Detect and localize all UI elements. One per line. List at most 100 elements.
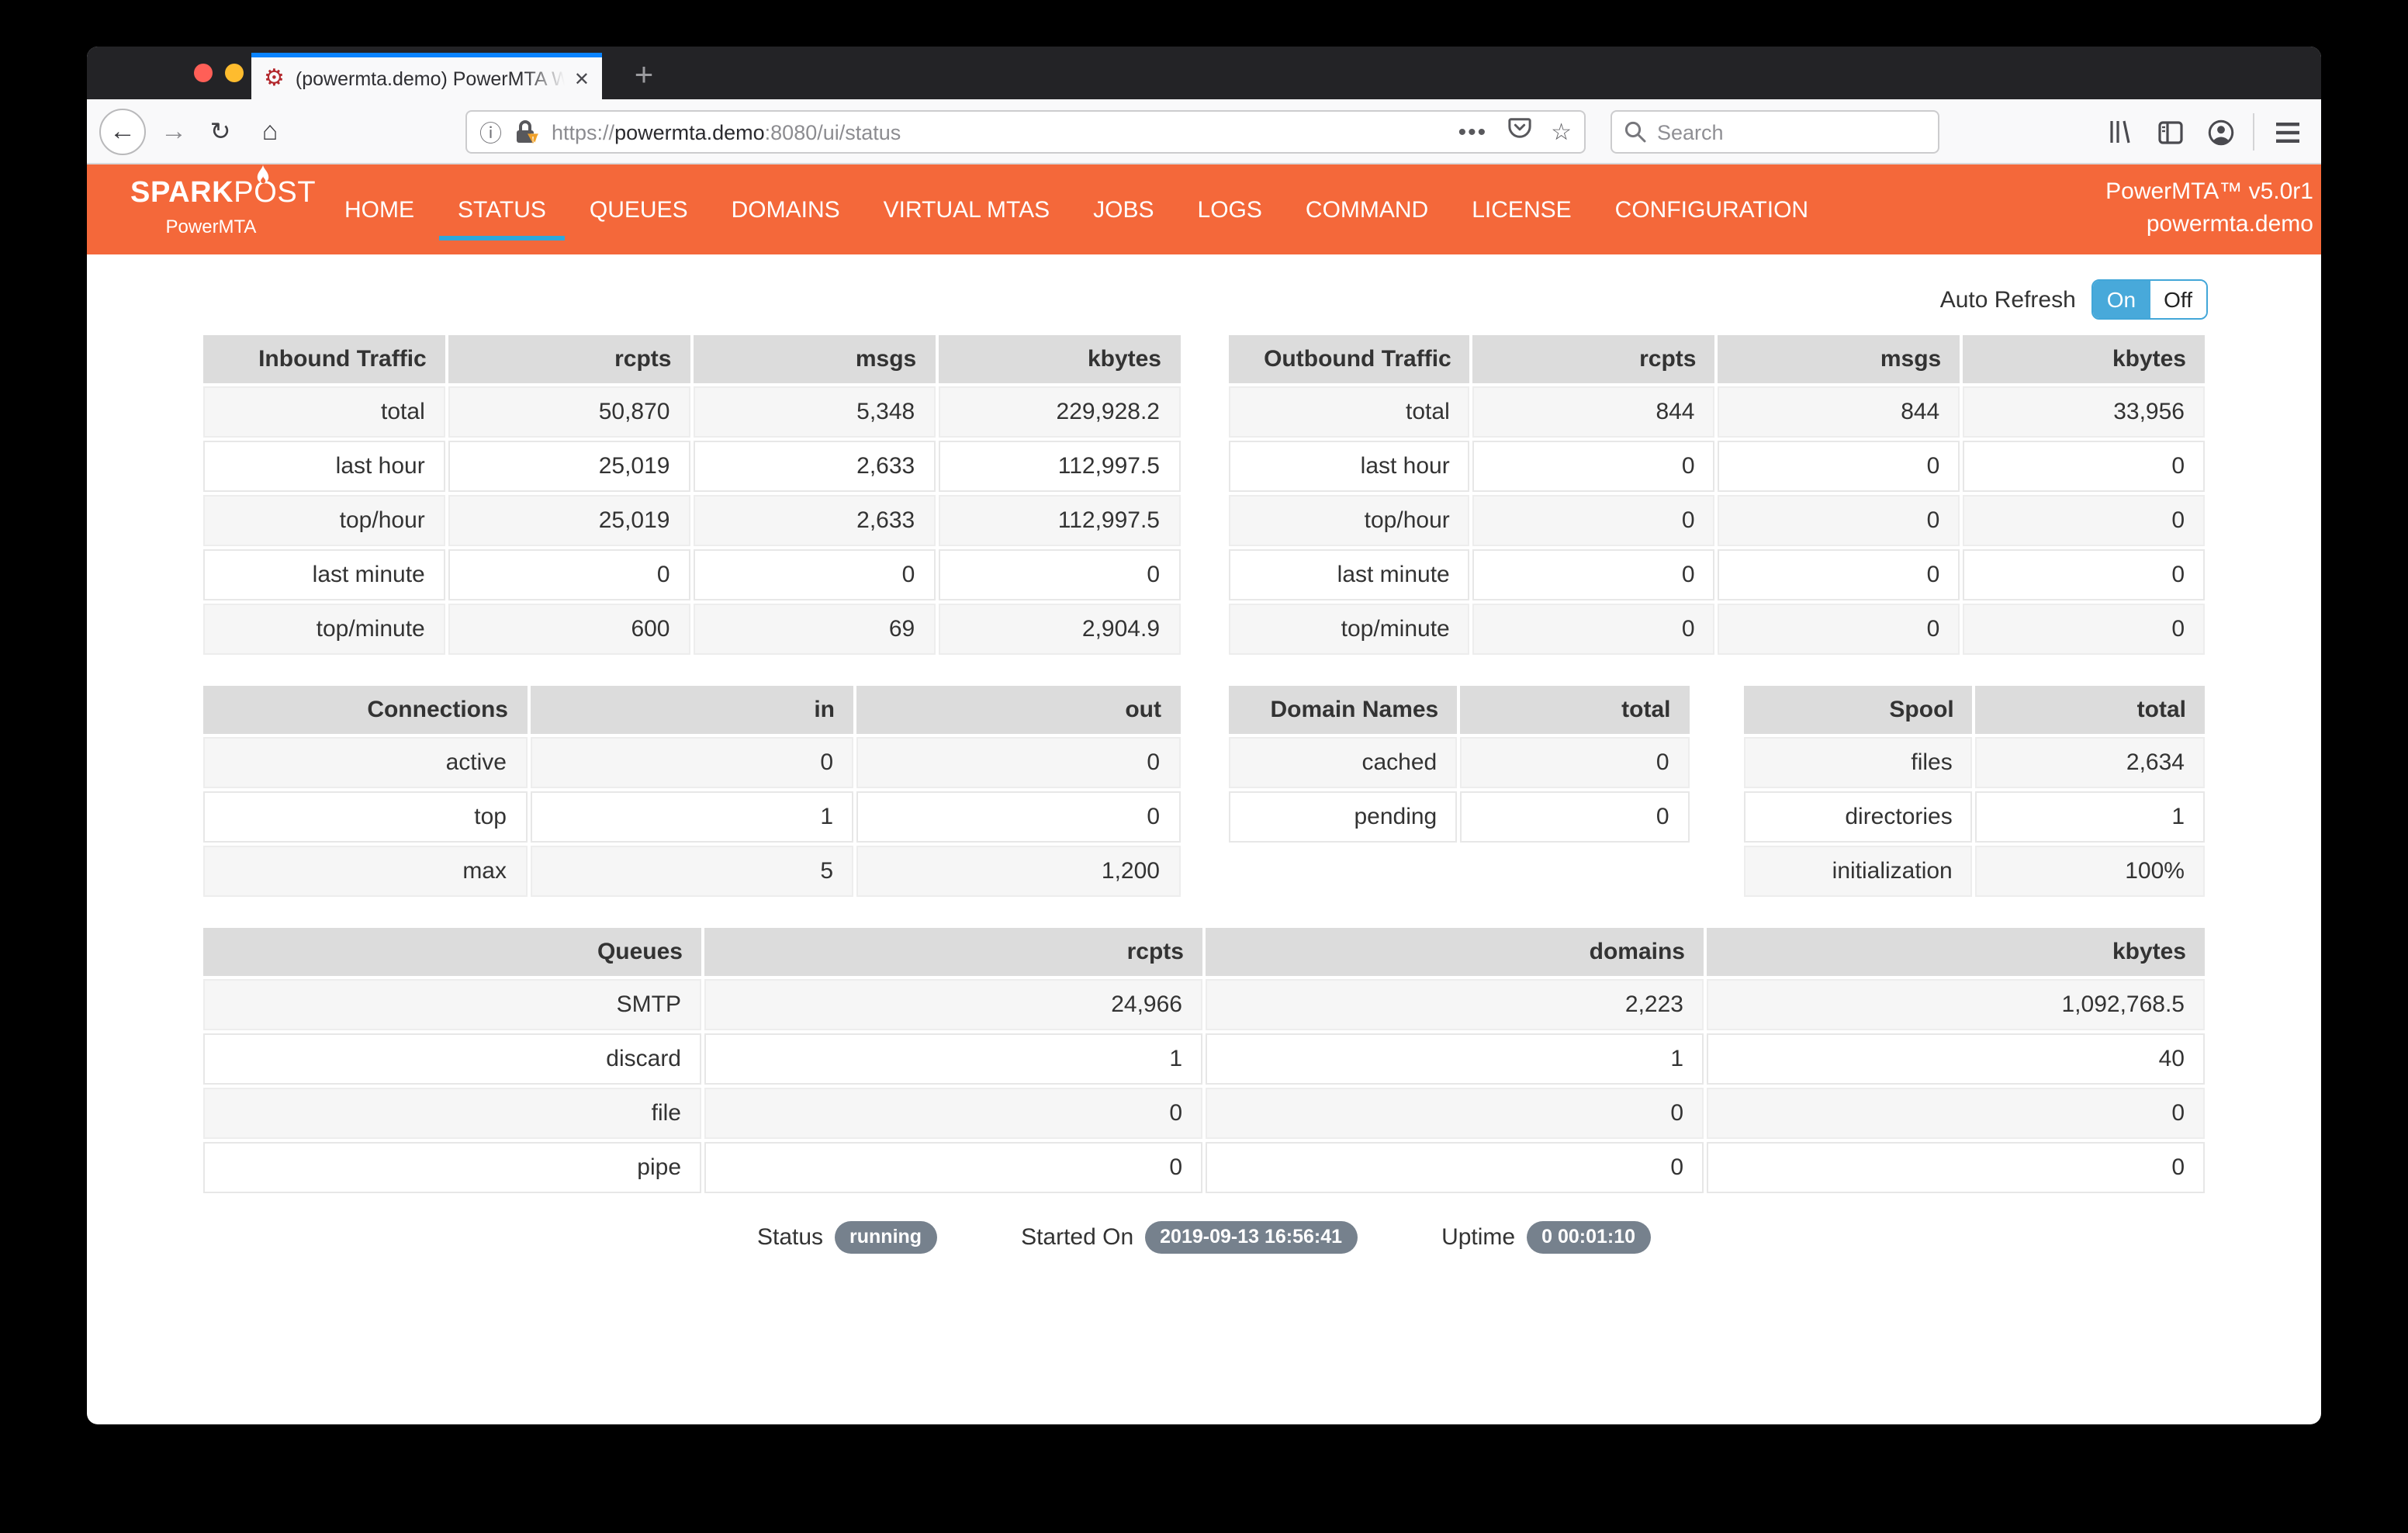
row-label: top/hour [1228,495,1470,546]
column-header: rcpts [704,928,1202,976]
pocket-icon[interactable] [1507,116,1531,147]
nav-item-jobs[interactable]: JOBS [1093,196,1154,223]
column-header: kbytes [1963,335,2205,383]
browser-tab[interactable]: ⚙ (powermta.demo) PowerMTA W ✕ [251,53,602,99]
tab-close-icon[interactable]: ✕ [573,67,590,89]
cell-value: 0 [1963,495,2205,546]
cell-value: 1 [1975,791,2205,843]
status-group: Uptime 0 00:01:10 [1441,1221,1652,1254]
row-label: pending [1228,791,1458,843]
powermta-favicon-icon: ⚙ [264,65,285,92]
minimize-window-button[interactable] [225,64,244,82]
new-tab-button[interactable]: + [634,57,654,93]
cell-value: 0 [1963,549,2205,600]
table-row: top/hour 0 0 0 [1228,495,2205,546]
auto-refresh-toggle: On Off [2091,279,2208,320]
nav-item-logs[interactable]: LOGS [1197,196,1262,223]
status-page: Auto Refresh On Off Inbound Traffic rcpts… [87,254,2321,1254]
status-badge: 2019-09-13 16:56:41 [1144,1221,1358,1254]
table-row: top/hour 25,019 2,633 112,997.5 [203,495,1180,546]
auto-refresh-off-button[interactable]: Off [2150,281,2206,318]
table-row: pipe 0 0 0 [203,1142,2205,1193]
cell-value: 50,870 [448,386,690,438]
connections-table: Connections in out active 0 0 top 1 0 max 5 1,200 [200,683,1183,900]
reload-button[interactable]: ↻ [202,99,239,164]
status-label: Uptime [1441,1224,1516,1251]
auto-refresh-on-button[interactable]: On [2092,281,2150,318]
sparkpost-logo[interactable]: SPARKPO ST PowerMTA [130,163,316,237]
table-title: Outbound Traffic [1228,335,1470,383]
cell-value: 1 [704,1033,1202,1085]
nav-item-license[interactable]: LICENSE [1472,196,1572,223]
row-label: directories [1743,791,1973,843]
cell-value: 0 [856,791,1180,843]
nav-item-home[interactable]: HOME [344,196,414,223]
status-group: Started On 2019-09-13 16:56:41 [1021,1221,1358,1254]
cell-value: 40 [1707,1033,2205,1085]
url-scheme: https:// [552,120,615,144]
page-actions-icon[interactable]: ••• [1458,119,1488,145]
column-header: in [530,686,853,734]
cell-value: 0 [1963,441,2205,492]
row-label: pipe [203,1142,701,1193]
back-button[interactable]: ← [99,109,146,155]
search-input[interactable] [1657,120,1925,144]
table-row: initialization 100% [1743,846,2205,897]
nav-item-queues[interactable]: QUEUES [589,196,688,223]
url-bar[interactable]: ⓘ ! https://powermta.demo:8080/ui/status… [465,110,1586,154]
table-title: Connections [203,686,527,734]
menu-hamburger-icon[interactable] [2262,99,2312,164]
nav-menu: HOME STATUS QUEUES DOMAINS VIRTUAL MTAS JOBS L… [344,164,1808,254]
table-row: files 2,634 [1743,737,2205,788]
nav-item-configuration[interactable]: CONFIGURATION [1614,196,1809,223]
cell-value: 229,928.2 [938,386,1180,438]
sidebar-icon[interactable] [2146,99,2195,164]
cell-value: 844 [1718,386,1960,438]
nav-item-status[interactable]: STATUS [439,196,565,240]
product-version: PowerMTA™ v5.0r1 [2105,178,2313,205]
row-label: last hour [1228,441,1470,492]
row-label: files [1743,737,1973,788]
cell-value: 844 [1472,386,1715,438]
cell-value: 100% [1975,846,2205,897]
server-hostname: powermta.demo [2146,211,2313,237]
powermta-logo-subtitle: PowerMTA [165,216,257,237]
page-info-icon[interactable]: ⓘ [479,122,502,147]
cell-value: 0 [448,549,690,600]
nav-item-domains[interactable]: DOMAINS [731,196,840,223]
url-text[interactable]: https://powermta.demo:8080/ui/status [552,120,1458,144]
insecure-lock-icon[interactable]: ! [514,119,538,145]
row-label: initialization [1743,846,1973,897]
queues-table: Queues rcpts domains kbytes SMTP 24,966 2,223 1… [200,925,2208,1196]
cell-value: 0 [1718,495,1960,546]
account-icon[interactable] [2195,99,2245,164]
bookmark-star-icon[interactable]: ☆ [1551,119,1572,146]
navbar-info: PowerMTA™ v5.0r1 powermta.demo [2105,175,2313,241]
cell-value: 600 [448,604,690,655]
column-header: rcpts [1472,335,1715,383]
nav-item-virtual-mtas[interactable]: VIRTUAL MTAS [883,196,1050,223]
status-badge: 0 00:01:10 [1526,1221,1652,1254]
cell-value: 1 [530,791,853,843]
forward-button[interactable]: → [155,99,192,164]
library-icon[interactable] [2096,99,2146,164]
column-header: total [1460,686,1690,734]
home-button[interactable]: ⌂ [251,99,289,164]
table-row: top/minute 0 0 0 [1228,604,2205,655]
cell-value: 0 [1472,495,1715,546]
sparkpost-wordmark: SPARKPO ST [130,163,316,211]
auto-refresh-row: Auto Refresh On Off [200,279,2208,320]
cell-value: 5 [530,846,853,897]
cell-value: 112,997.5 [938,495,1180,546]
table-row: top/minute 600 69 2,904.9 [203,604,1180,655]
browser-window: ⚙ (powermta.demo) PowerMTA W ✕ + ← → ↻ ⌂… [87,47,2321,1424]
cell-value: 2,904.9 [938,604,1180,655]
table-row: total 844 844 33,956 [1228,386,2205,438]
cell-value: 0 [704,1088,1202,1139]
table-row: cached 0 [1228,737,1690,788]
table-row: file 0 0 0 [203,1088,2205,1139]
nav-item-command[interactable]: COMMAND [1305,196,1429,223]
cell-value: 0 [530,737,853,788]
search-bar[interactable] [1611,110,1939,154]
close-window-button[interactable] [194,64,213,82]
